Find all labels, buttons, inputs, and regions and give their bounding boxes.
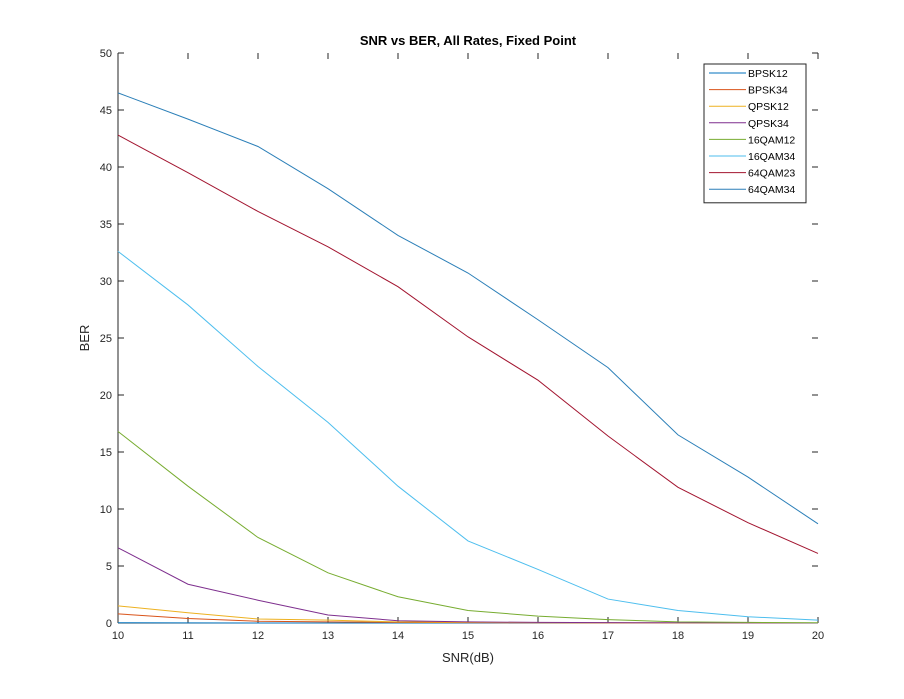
legend-label: QPSK12 [748, 101, 789, 113]
x-tick-label: 18 [672, 630, 684, 642]
y-tick-label: 15 [100, 447, 112, 459]
chart-title: SNR vs BER, All Rates, Fixed Point [360, 33, 577, 48]
legend-label: BPSK12 [748, 68, 788, 80]
plot-area [118, 53, 818, 623]
legend-label: 16QAM12 [748, 134, 795, 146]
y-tick-label: 30 [100, 276, 112, 288]
y-axis-label: BER [77, 325, 92, 352]
series-line-64qam23 [117, 134, 819, 554]
legend-item-bpsk34: BPSK34 [709, 85, 788, 97]
y-tick-label: 50 [100, 48, 112, 60]
x-tick-label: 13 [322, 630, 334, 642]
x-tick-label: 17 [602, 630, 614, 642]
legend: BPSK12 BPSK34 QPSK12 QPSK34 16QAM12 16QAM34 64… [703, 63, 807, 204]
x-tick-label: 20 [812, 630, 824, 642]
legend-item-16qam34: 16QAM34 [709, 151, 795, 163]
x-tick-label: 19 [742, 630, 754, 642]
series-line-16qam12 [117, 431, 819, 624]
series-line-16qam34 [117, 250, 819, 621]
y-tick-label: 20 [100, 390, 112, 402]
legend-item-64qam34: 64QAM34 [709, 184, 795, 196]
x-tick-label: 16 [532, 630, 544, 642]
y-tick-label: 5 [106, 561, 112, 573]
legend-item-16qam12: 16QAM12 [709, 134, 795, 146]
legend-label: BPSK34 [748, 85, 788, 97]
series-line-qpsk34 [117, 547, 819, 624]
legend-label: 64QAM34 [748, 184, 795, 196]
y-tick-label: 10 [100, 504, 112, 516]
x-tick-label: 11 [182, 630, 193, 642]
x-tick-label: 12 [252, 630, 264, 642]
series-group [117, 92, 819, 624]
legend-box [703, 63, 807, 204]
legend-label: 64QAM23 [748, 168, 795, 180]
legend-item-qpsk34: QPSK34 [709, 118, 789, 130]
x-axis-label: SNR(dB) [442, 650, 494, 665]
x-tick-label: 10 [112, 630, 124, 642]
legend-item-64qam23: 64QAM23 [709, 168, 795, 180]
legend-label: QPSK34 [748, 118, 789, 130]
y-tick-label: 0 [106, 618, 112, 630]
x-tick-label: 15 [462, 630, 474, 642]
y-tick-label: 35 [100, 219, 112, 231]
y-tick-label: 45 [100, 105, 112, 117]
y-tick-label: 40 [100, 162, 112, 174]
x-tick-label: 14 [392, 630, 404, 642]
series-line-64qam34 [117, 92, 819, 525]
y-tick-label: 25 [100, 333, 112, 345]
legend-item-qpsk12: QPSK12 [709, 101, 789, 113]
legend-item-bpsk12: BPSK12 [709, 68, 788, 80]
legend-label: 16QAM34 [748, 151, 795, 163]
